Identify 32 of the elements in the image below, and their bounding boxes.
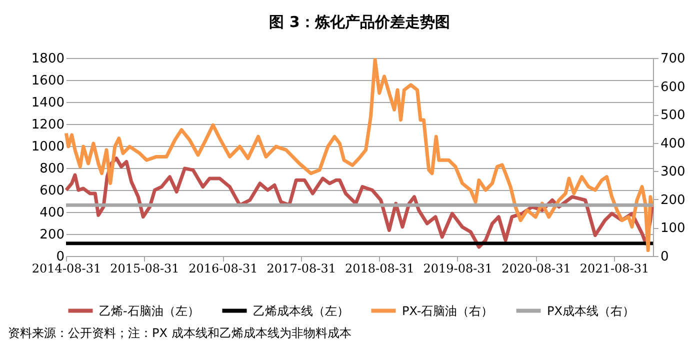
y2-tick-label: 100 bbox=[660, 221, 686, 236]
legend-label: 乙烯-石脑油（左） bbox=[99, 304, 200, 318]
y2-tick-label: 700 bbox=[660, 52, 686, 66]
y2-tick-label: 600 bbox=[660, 80, 686, 95]
y-tick-label: 600 bbox=[40, 184, 64, 198]
x-tick-label: 2018-08-31 bbox=[345, 262, 414, 276]
x-tick-label: 2019-08-31 bbox=[423, 262, 492, 276]
y-tick-label: 0 bbox=[56, 250, 64, 264]
text: 资料来源：公开资料；注：PX 成本线和乙烯成本线为非物料成本 bbox=[8, 326, 352, 340]
y2-tick-label: 400 bbox=[660, 136, 686, 152]
y2-tick-label: 0 bbox=[660, 250, 669, 264]
y-tick-label: 1400 bbox=[31, 96, 64, 110]
y-tick-label: 1000 bbox=[31, 140, 64, 154]
legend-label: PX成本线（右） bbox=[547, 304, 634, 318]
x-tick-label: 2021-08-31 bbox=[580, 262, 650, 276]
y-tick-label: 400 bbox=[40, 206, 64, 220]
y2-tick-label: 300 bbox=[660, 164, 686, 180]
y-tick-label: 200 bbox=[40, 228, 64, 242]
y-tick-label: 800 bbox=[40, 162, 64, 176]
x-tick-label: 2020-08-31 bbox=[502, 262, 571, 276]
y2-tick-label: 200 bbox=[660, 192, 686, 208]
x-tick-label: 2015-08-31 bbox=[110, 262, 180, 276]
legend-label: 乙烯成本线（左） bbox=[253, 304, 349, 318]
x-tick-label: 2016-08-31 bbox=[188, 262, 258, 276]
y-tick-label: 1200 bbox=[31, 118, 64, 132]
x-tick-label: 2017-08-31 bbox=[266, 262, 336, 276]
y2-tick-label: 500 bbox=[660, 108, 686, 124]
chart-title: 图 3：炼化产品价差走势图 bbox=[269, 13, 450, 31]
legend-label: PX-石脑油（右） bbox=[402, 304, 494, 318]
y-tick-label: 1800 bbox=[31, 52, 64, 66]
x-tick-label: 2014-08-31 bbox=[32, 262, 102, 276]
y-tick-label: 1600 bbox=[31, 74, 64, 88]
